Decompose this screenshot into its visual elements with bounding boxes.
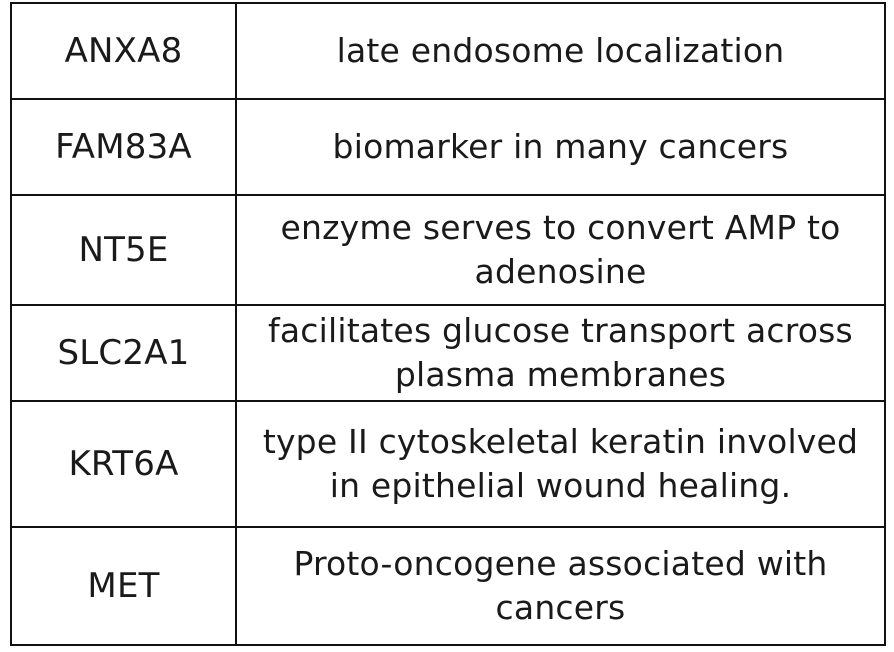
- gene-name-cell: ANXA8: [10, 2, 237, 100]
- table-row: FAM83A biomarker in many cancers: [10, 98, 886, 196]
- table-row: ANXA8 late endosome localization: [10, 2, 886, 100]
- table-row: SLC2A1 facilitates glucose transport acr…: [10, 304, 886, 402]
- gene-table-container: ANXA8 late endosome localization FAM83A …: [10, 2, 886, 646]
- gene-name-cell: KRT6A: [10, 400, 237, 528]
- table-row: MET Proto-oncogene associated with cance…: [10, 526, 886, 646]
- gene-description-cell: late endosome localization: [235, 2, 886, 100]
- table-row: KRT6A type II cytoskeletal keratin invol…: [10, 400, 886, 528]
- gene-name-cell: FAM83A: [10, 98, 237, 196]
- gene-description-cell: Proto-oncogene associated with cancers: [235, 526, 886, 646]
- gene-name-cell: MET: [10, 526, 237, 646]
- gene-description-cell: biomarker in many cancers: [235, 98, 886, 196]
- table-row: NT5E enzyme serves to convert AMP to ade…: [10, 194, 886, 306]
- gene-name-cell: NT5E: [10, 194, 237, 306]
- gene-description-cell: type II cytoskeletal keratin involved in…: [235, 400, 886, 528]
- gene-description-cell: enzyme serves to convert AMP to adenosin…: [235, 194, 886, 306]
- gene-description-cell: facilitates glucose transport across pla…: [235, 304, 886, 402]
- gene-name-cell: SLC2A1: [10, 304, 237, 402]
- gene-function-table: ANXA8 late endosome localization FAM83A …: [10, 2, 886, 646]
